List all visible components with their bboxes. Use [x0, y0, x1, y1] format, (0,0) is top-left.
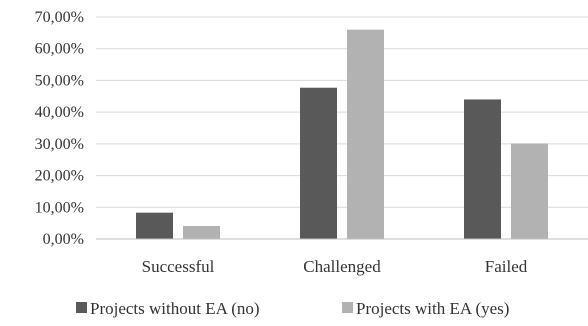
bars — [136, 29, 548, 239]
legend-label: Projects without EA (no) — [90, 299, 260, 318]
legend: Projects without EA (no) Projects with EA… — [76, 299, 509, 318]
y-tick-label: 60,00% — [35, 41, 84, 58]
bar-challenged-series-2 — [347, 29, 384, 239]
x-category-label: Successful — [142, 257, 215, 276]
legend-swatch — [342, 302, 353, 313]
bar-failed-series-1 — [464, 99, 501, 239]
y-tick-label: 50,00% — [35, 72, 84, 89]
bar-challenged-series-1 — [300, 87, 337, 239]
y-axis-tick-labels: 0,00% 10,00% 20,00% 30,00% 40,00% 50,00% 60,00… — [35, 9, 84, 248]
gridlines — [96, 16, 588, 208]
y-tick-label: 30,00% — [35, 136, 84, 153]
bar-successful-series-1 — [136, 212, 173, 239]
bar-successful-series-2 — [183, 225, 220, 239]
y-tick-label: 20,00% — [35, 168, 84, 185]
bar-failed-series-2 — [511, 143, 548, 239]
y-tick-label: 0,00% — [43, 231, 84, 248]
y-tick-label: 70,00% — [35, 9, 84, 26]
y-tick-label: 10,00% — [35, 199, 84, 216]
legend-swatch — [76, 302, 87, 313]
x-category-label: Challenged — [303, 257, 381, 276]
y-tick-label: 40,00% — [35, 104, 84, 121]
x-category-label: Failed — [485, 257, 528, 276]
legend-label: Projects with EA (yes) — [356, 299, 509, 318]
x-axis-category-labels: Successful Challenged Failed — [142, 257, 528, 276]
